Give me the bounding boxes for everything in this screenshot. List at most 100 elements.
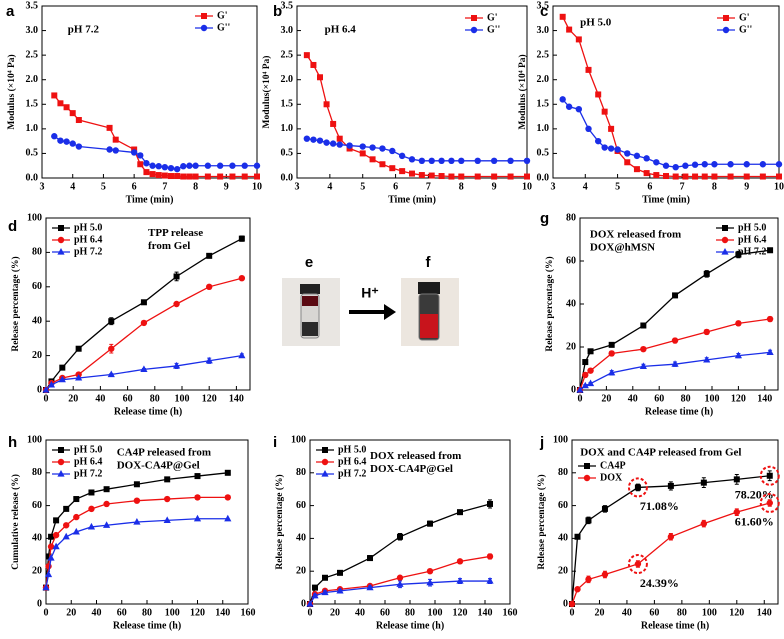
marker — [581, 381, 589, 389]
legend-label: pH 5.0 — [338, 444, 366, 455]
y-tick-label: 0.0 — [281, 172, 294, 183]
marker — [743, 161, 750, 168]
marker — [346, 142, 353, 149]
vial-content — [302, 322, 318, 336]
legend-label: G' — [487, 12, 498, 23]
marker — [700, 520, 708, 527]
marker — [672, 163, 679, 171]
x-axis-label: Time (min) — [642, 194, 690, 205]
marker — [559, 13, 566, 20]
marker — [575, 36, 582, 43]
x-tick-label: 120 — [731, 393, 746, 404]
y-tick-label: 1.0 — [537, 123, 550, 134]
annotation: from Gel — [148, 240, 190, 252]
x-tick-label: 120 — [453, 607, 468, 618]
marker — [585, 517, 592, 524]
marker — [523, 157, 531, 164]
marker — [69, 110, 76, 117]
y-tick-label: 20 — [296, 565, 306, 576]
y-tick-label: 80 — [566, 212, 576, 223]
x-tick-label: 5 — [101, 181, 106, 192]
x-tick-label: 5 — [360, 181, 365, 192]
marker — [306, 600, 314, 607]
x-tick-label: 120 — [729, 607, 744, 618]
legend-label: DOX — [600, 472, 623, 483]
marker — [217, 173, 224, 180]
marker — [582, 359, 589, 366]
marker — [112, 147, 119, 154]
marker — [759, 173, 766, 180]
marker — [633, 166, 640, 173]
x-tick-label: 80 — [677, 607, 687, 618]
marker — [587, 348, 594, 355]
x-tick-label: 6 — [132, 181, 137, 192]
y-tick-label: 20 — [558, 565, 568, 576]
marker — [766, 315, 774, 323]
marker — [396, 580, 404, 587]
marker — [671, 360, 679, 367]
marker — [491, 173, 498, 180]
legend-label: G'' — [739, 24, 753, 35]
marker — [711, 173, 718, 180]
marker — [692, 173, 699, 180]
marker — [69, 140, 76, 147]
series-line — [45, 277, 243, 391]
legend-label: pH 6.4 — [74, 234, 102, 245]
marker — [155, 172, 162, 179]
highlight-circle — [759, 465, 780, 486]
legend-marker — [58, 447, 64, 453]
vial-cap — [418, 282, 440, 294]
marker — [167, 164, 175, 172]
marker — [241, 173, 248, 180]
marker — [396, 574, 404, 581]
marker — [759, 161, 767, 168]
x-tick-label: 140 — [215, 607, 230, 618]
marker — [398, 152, 406, 160]
marker — [409, 170, 415, 177]
marker — [42, 583, 50, 591]
marker — [42, 386, 50, 393]
y-tick-label: 0.5 — [281, 148, 294, 159]
marker — [224, 514, 232, 522]
marker — [204, 173, 211, 180]
marker — [456, 558, 464, 565]
series-line — [579, 318, 771, 391]
chart-panel: d 0 20 40 60 80 100 120 140 0 20 40 60 80 100 Release t… — [8, 212, 251, 417]
marker — [75, 117, 82, 124]
series-line — [45, 354, 242, 391]
annotation: pH 5.0 — [580, 17, 612, 29]
marker — [574, 533, 581, 540]
marker — [703, 355, 711, 363]
legend-marker — [722, 225, 728, 231]
panel-label: d — [8, 218, 17, 235]
y-axis-label: Cumulative release (%) — [10, 474, 21, 570]
panel-label: a — [6, 3, 15, 20]
y-tick-label: 100 — [27, 212, 42, 223]
x-tick-label: 100 — [705, 393, 720, 404]
annotation: CA4P released from — [117, 447, 211, 459]
marker — [52, 531, 60, 539]
marker — [457, 509, 463, 516]
annotation: TPP release — [148, 227, 203, 239]
y-tick-label: 0 — [301, 598, 306, 609]
marker — [186, 162, 193, 169]
marker — [766, 499, 773, 507]
marker — [317, 74, 323, 81]
x-tick-label: 120 — [190, 607, 205, 618]
marker — [743, 173, 750, 180]
x-axis-label: Release time (h) — [641, 620, 709, 631]
y-axis-label: Modulus (×10⁴ Pa) — [6, 54, 17, 129]
marker — [140, 365, 148, 372]
highlight-circle — [627, 477, 648, 498]
x-tick-label: 60 — [380, 607, 390, 618]
x-tick-label: 40 — [355, 607, 365, 618]
y-axis-label: Release percentage (%) — [274, 474, 285, 569]
value-label: 24.39% — [640, 576, 679, 590]
marker — [735, 251, 742, 258]
legend-marker — [583, 474, 591, 482]
annotation: DOX-CA4P@Gel — [370, 463, 453, 475]
marker — [474, 157, 481, 164]
chart-panel: g 0 20 40 60 80 100 120 140 0 20 40 60 80 Release time… — [540, 210, 779, 417]
marker — [133, 497, 141, 504]
x-tick-label: 0 — [44, 393, 49, 404]
